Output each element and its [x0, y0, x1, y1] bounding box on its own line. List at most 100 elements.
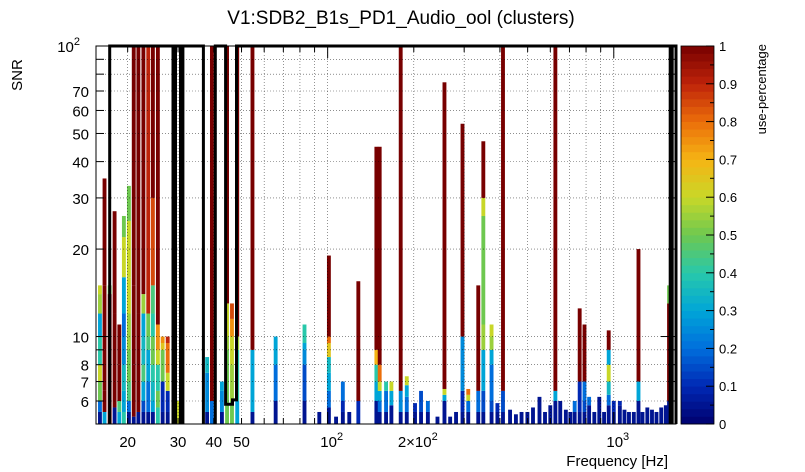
colorbar-band [681, 393, 714, 402]
heatmap-cell [102, 411, 107, 424]
heatmap-cell [572, 400, 577, 412]
heatmap-cell [374, 381, 379, 401]
heatmap-cell [481, 411, 486, 424]
heatmap-cell [582, 324, 587, 382]
heatmap-cell [377, 411, 382, 424]
heatmap-cell [98, 313, 102, 337]
heatmap-cell [481, 215, 486, 325]
heatmap-cell [98, 364, 102, 382]
y-tick-label: 50 [72, 126, 89, 143]
heatmap-cell [577, 308, 582, 382]
y-tick-label: 7 [81, 375, 89, 392]
region-contours [108, 44, 678, 424]
heatmap-cell [577, 381, 582, 412]
heatmap-cell [606, 349, 611, 365]
heatmap-cell [141, 364, 146, 382]
heatmap-cell [302, 400, 307, 424]
y-tick-label: 6 [81, 394, 89, 411]
heatmap-cell [389, 405, 394, 424]
heatmap-cell [374, 364, 379, 382]
colorbar: 0 0.1 0.2 0.3 0.4 0.5 0.6 0.7 0.8 0.9 1 [680, 39, 737, 432]
heatmap-cell [519, 411, 524, 424]
heatmap-cell [141, 411, 146, 424]
colorbar-band [681, 114, 714, 122]
heatmap-cell [577, 411, 582, 424]
heatmap-cell [117, 364, 122, 401]
heatmap-cell [476, 411, 481, 424]
heatmap-cell [347, 411, 352, 424]
heatmap-cell [121, 336, 126, 365]
heatmap-cell [136, 411, 141, 424]
heatmap-cell [155, 324, 160, 350]
heatmap-cell [489, 400, 494, 412]
heatmap-cell [326, 390, 331, 408]
heatmap-cell [617, 405, 622, 424]
heatmap-cell [495, 403, 500, 412]
heatmap-cell [481, 197, 486, 216]
y-tick-label: 8 [81, 358, 89, 375]
heatmap-cell [466, 394, 471, 401]
heatmap-cell [377, 390, 382, 401]
heatmap-cell [230, 364, 234, 401]
heatmap-cell [150, 381, 155, 401]
heatmap-cell [126, 185, 131, 221]
heatmap-cell [126, 313, 131, 350]
heatmap-cell [398, 390, 403, 412]
heatmap-cell [117, 400, 122, 412]
x-tick-label: 50 [233, 434, 250, 451]
heatmap-cell [165, 372, 170, 391]
heatmap-cell [155, 364, 160, 391]
heatmap-cell [98, 411, 102, 424]
heatmap-cell [384, 390, 388, 412]
heatmap-cell [150, 46, 155, 198]
heatmap-cell [650, 409, 654, 424]
heatmap-cell [155, 46, 160, 325]
heatmap-cell [136, 381, 141, 412]
heatmap-cell [442, 400, 447, 424]
heatmap-cell [141, 400, 146, 412]
plot-frame [95, 45, 677, 425]
heatmap-cell [377, 381, 382, 391]
heatmap-cell [425, 411, 430, 424]
heatmap-cell [136, 313, 141, 382]
x-tick-label: 2×102 [398, 431, 438, 451]
heatmap-cell [622, 409, 627, 424]
heatmap-cell [112, 211, 117, 314]
x-tick-label: 30 [170, 434, 187, 451]
heatmap-cell [302, 324, 307, 344]
heatmap-cell [165, 390, 170, 412]
heatmap-cell [126, 277, 131, 314]
heatmap-cell [377, 400, 382, 412]
heatmap-cell [398, 46, 403, 391]
heatmap-cell [606, 364, 611, 382]
heatmap-cell [98, 336, 102, 365]
heatmap-cell [340, 381, 345, 401]
heatmap-cell [131, 46, 136, 286]
heatmap-cell [102, 349, 107, 391]
heatmap-cell [413, 403, 417, 412]
heatmap-cell [563, 409, 568, 424]
heatmap-cell [572, 411, 577, 424]
y-tick-label: 102 [57, 36, 80, 56]
heatmap-cell [513, 414, 518, 424]
heatmap-cell [374, 146, 379, 350]
colorbar-band [681, 83, 714, 92]
heatmap-cell [141, 313, 146, 337]
heatmap-cell [460, 411, 465, 424]
heatmap-cell [558, 400, 563, 424]
heatmap-cell [636, 249, 641, 382]
heatmap-cell [489, 324, 494, 337]
heatmap-cell [126, 220, 131, 278]
heatmap-cell [356, 400, 361, 424]
heatmap-cell [230, 318, 234, 337]
heatmap-cell [117, 411, 122, 424]
y-tick-label: 70 [72, 84, 89, 101]
colorbar-band [681, 272, 714, 281]
colorbar-band [681, 325, 714, 334]
heatmap-cell [230, 336, 234, 365]
heatmap-cell [419, 411, 423, 424]
heatmap-cell [489, 336, 494, 350]
heatmap-cell [205, 372, 210, 412]
heatmap-cell [219, 381, 224, 391]
heatmap-cell [273, 336, 278, 365]
